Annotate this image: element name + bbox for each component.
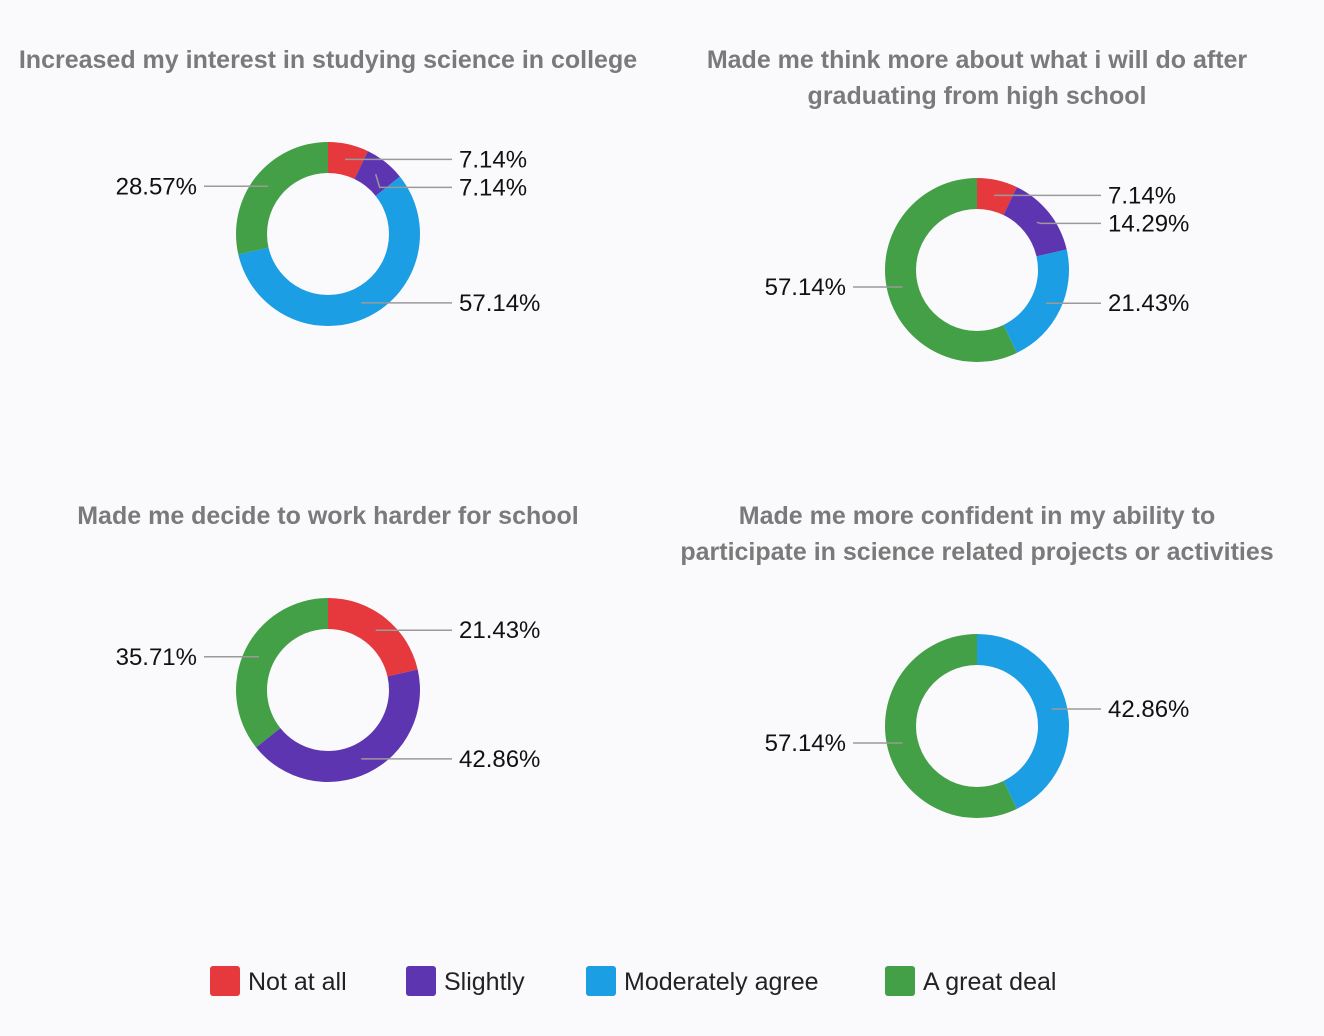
donut-chart-4: Made me more confident in my ability to p… (680, 502, 1274, 818)
legend-item-not-at-all[interactable]: Not at all (210, 966, 347, 996)
donut-slice-slightly (354, 151, 400, 196)
donut-slice-not-at-all (328, 142, 368, 180)
donut-chart-2: Made me think more about what i will do … (707, 46, 1248, 362)
slice-value-label: 21.43% (1108, 290, 1189, 317)
donut-slice-a-great-deal (236, 142, 328, 255)
legend-item-slightly[interactable]: Slightly (406, 966, 525, 996)
leader-line (374, 173, 452, 189)
donut-chart-3: Made me decide to work harder for school… (77, 502, 579, 782)
slice-value-label: 42.86% (1108, 696, 1189, 723)
chart-title-line: Made me more confident in my ability to (739, 502, 1215, 530)
slice-value-label: 35.71% (116, 644, 197, 671)
chart-title: Made me decide to work harder for school (77, 502, 579, 530)
legend-item-moderately-agree[interactable]: Moderately agree (586, 966, 819, 996)
legend-label: Moderately agree (624, 968, 819, 996)
slice-value-label: 7.14% (1108, 182, 1176, 209)
chart-title-line: Increased my interest in studying scienc… (19, 46, 637, 74)
donut-slice-a-great-deal (884, 178, 1017, 362)
chart-title-line: graduating from high school (808, 82, 1147, 110)
donut-slice-moderately-agree (238, 176, 421, 327)
legend-label: Not at all (248, 968, 347, 996)
slice-value-label: 7.14% (459, 146, 527, 173)
donut-slice-not-at-all (977, 178, 1017, 216)
donut-slice-slightly (256, 669, 420, 782)
donut-chart-1: Increased my interest in studying scienc… (19, 46, 637, 327)
chart-title: Made me think more about what i will do … (707, 46, 1248, 110)
donut-slice-moderately-agree (977, 634, 1070, 809)
slice-value-label: 14.29% (1108, 210, 1189, 237)
chart-title-line: Made me decide to work harder for school (77, 502, 579, 530)
chart-title: Increased my interest in studying scienc… (19, 46, 637, 74)
chart-title-line: Made me think more about what i will do … (707, 46, 1248, 74)
legend: Not at all Slightly Moderately agree A grea… (210, 966, 1056, 996)
legend-label: Slightly (444, 968, 525, 996)
chart-title: Made me more confident in my ability to p… (680, 502, 1273, 566)
slice-value-label: 21.43% (459, 617, 540, 644)
legend-swatch (406, 966, 436, 996)
donut-slice-moderately-agree (1003, 249, 1069, 353)
slice-value-label: 28.57% (116, 173, 197, 200)
legend-swatch (586, 966, 616, 996)
legend-label: A great deal (923, 968, 1056, 996)
legend-swatch (210, 966, 240, 996)
slice-value-label: 57.14% (765, 730, 846, 757)
leader-line (1036, 221, 1101, 225)
slice-value-label: 57.14% (459, 290, 540, 317)
legend-item-a-great-deal[interactable]: A great deal (885, 966, 1056, 996)
slice-value-label: 57.14% (765, 274, 846, 301)
slice-value-label: 42.86% (459, 746, 540, 773)
legend-swatch (885, 966, 915, 996)
donut-slice-slightly (1003, 187, 1067, 257)
donut-slice-a-great-deal (885, 634, 1017, 818)
slice-value-label: 7.14% (459, 174, 527, 201)
chart-title-line: participate in science related projects … (680, 538, 1273, 566)
donut-slice-not-at-all (328, 598, 418, 677)
donut-slice-a-great-deal (235, 598, 328, 748)
